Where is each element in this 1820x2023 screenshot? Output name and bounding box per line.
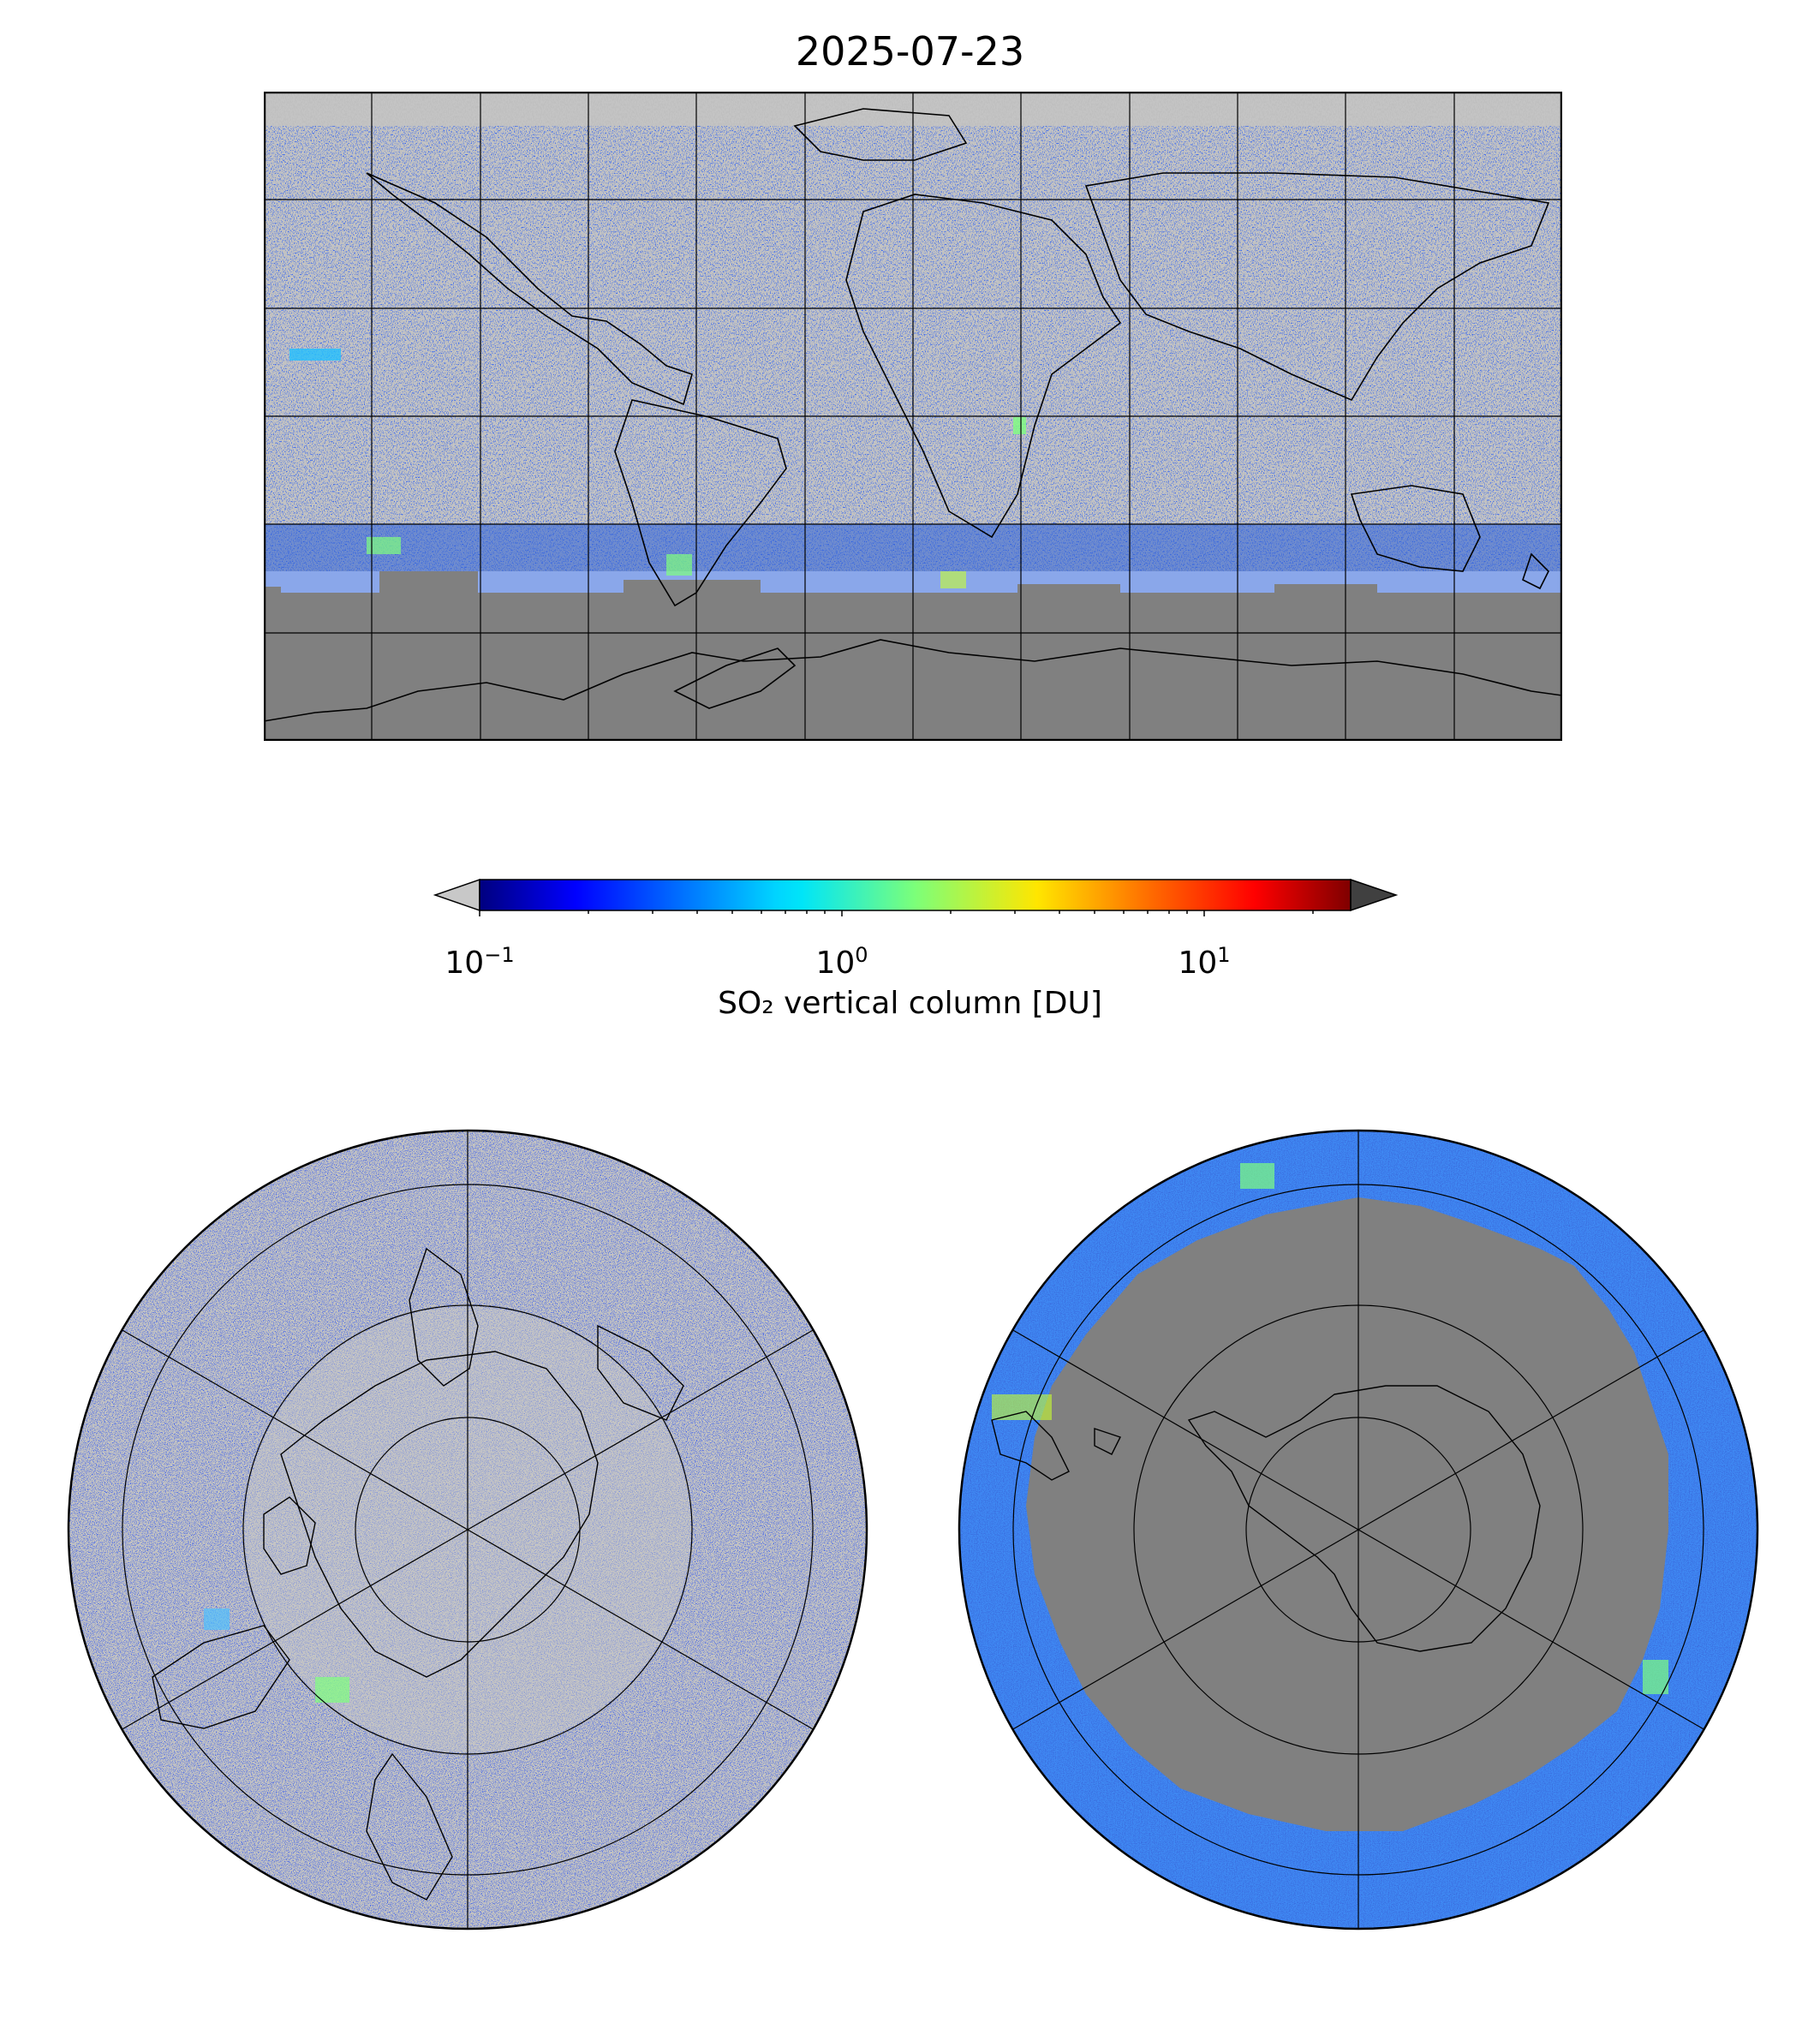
colorbar-gradient [480, 880, 1351, 910]
south-gridlines [1011, 1131, 1706, 1929]
colorbar-under-extension [433, 878, 480, 912]
colorbar-ticks [479, 910, 1314, 916]
global-coastlines [264, 108, 1562, 722]
colorbar-tick-2: 101 [1178, 943, 1231, 981]
colorbar [433, 878, 1399, 916]
colorbar-tick-1: 100 [815, 943, 868, 981]
south-map-frame [958, 1129, 1759, 1931]
north-polar-map [67, 1129, 868, 1931]
global-map-frame [264, 92, 1562, 741]
colorbar-tick-0: 10−1 [445, 943, 515, 981]
south-coastlines [991, 1385, 1541, 1652]
global-map [264, 92, 1562, 741]
north-gridlines [120, 1131, 815, 1929]
colorbar-over-extension [1350, 878, 1399, 912]
south-polar-map [958, 1129, 1759, 1931]
chart-title: 2025-07-23 [795, 28, 1025, 75]
north-map-frame [67, 1129, 868, 1931]
colorbar-label: SO₂ vertical column [DU] [718, 986, 1102, 1021]
global-gridlines [264, 92, 1562, 741]
north-coastlines [152, 1247, 684, 1901]
